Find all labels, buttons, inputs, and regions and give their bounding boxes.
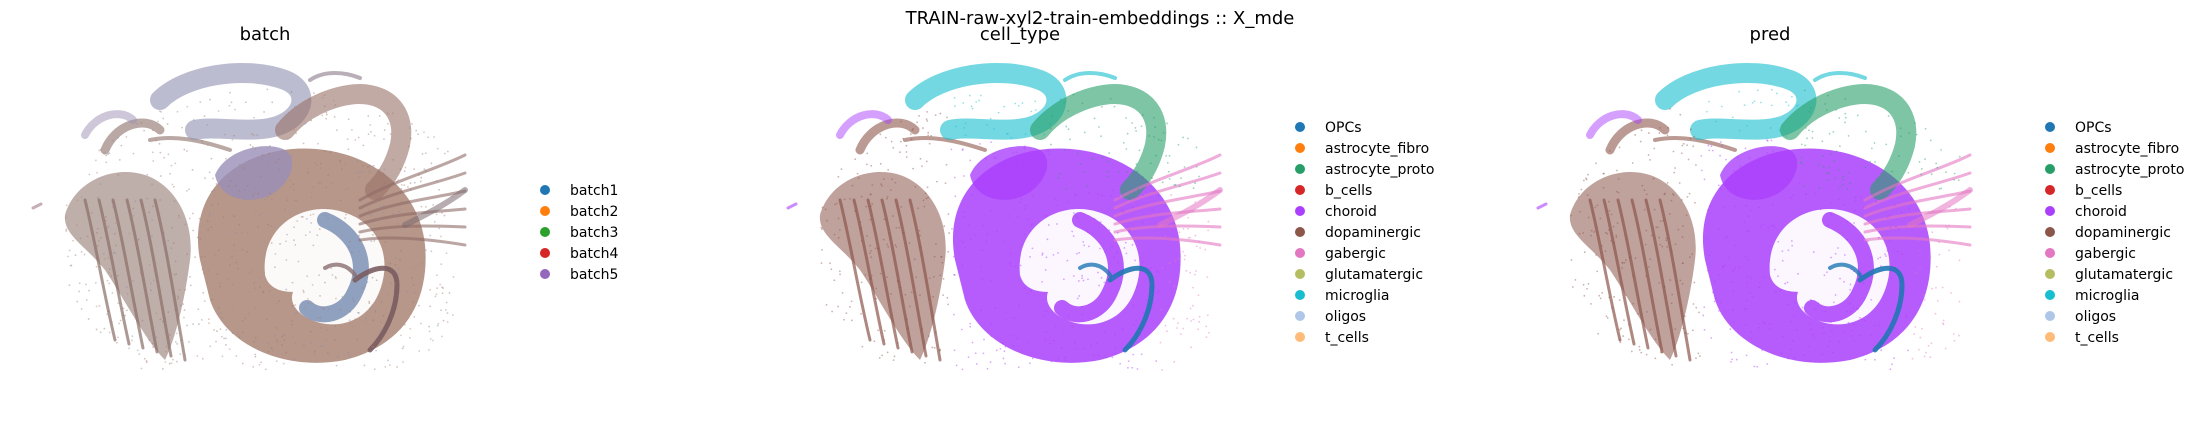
legend-label: oligos [2075, 309, 2116, 325]
legend-label: t_cells [2075, 330, 2119, 346]
legend-marker [2045, 164, 2055, 174]
legend-marker [1295, 164, 1305, 174]
panel-pred: pred OPCs astrocyte_fibro astrocyte_proto b_… [1536, 24, 2184, 371]
legend-label: dopaminergic [2075, 225, 2171, 241]
panel-title: batch [240, 24, 291, 45]
legend-label: astrocyte_fibro [1325, 141, 1429, 157]
legend-label: astrocyte_proto [2075, 162, 2184, 178]
legend-marker [1295, 248, 1305, 258]
legend-label: t_cells [1325, 330, 1369, 346]
legend-marker [1295, 206, 1305, 216]
legend-label: astrocyte_proto [1325, 162, 1434, 178]
legend-label: gabergic [1325, 246, 1386, 262]
legend-marker [540, 227, 550, 237]
legend-marker [540, 185, 550, 195]
legend-label: batch4 [570, 246, 619, 262]
legend-label: astrocyte_fibro [2075, 141, 2179, 157]
legend-marker [2045, 143, 2055, 153]
legend-marker [2045, 122, 2055, 132]
legend-marker [1295, 269, 1305, 279]
legend-label: b_cells [2075, 183, 2122, 199]
legend-label: gabergic [2075, 246, 2136, 262]
legend-marker [2045, 185, 2055, 195]
legend-marker [2045, 290, 2055, 300]
legend: OPCs astrocyte_fibro astrocyte_proto b_cell… [2045, 120, 2184, 346]
legend-marker [1295, 143, 1305, 153]
legend-label: dopaminergic [1325, 225, 1421, 241]
legend-marker [540, 269, 550, 279]
legend-label: OPCs [1325, 120, 1362, 136]
legend-label: glutamatergic [2075, 267, 2173, 283]
legend-label: batch3 [570, 225, 618, 241]
legend-marker [540, 248, 550, 258]
legend-marker [1295, 227, 1305, 237]
legend-marker [2045, 206, 2055, 216]
legend-marker [1295, 311, 1305, 321]
legend-label: b_cells [1325, 183, 1372, 199]
scatter-points [1536, 62, 1973, 371]
legend-marker [1295, 332, 1305, 342]
panel-title: pred [1750, 24, 1791, 45]
panel-batch: batch batch1 batch2 batch3 batch4 batch5 [31, 24, 619, 371]
legend-label: choroid [1325, 204, 1377, 220]
legend-label: oligos [1325, 309, 1366, 325]
panel-cell-type: cell_type OPCs astrocyte_fibro astrocyte_pr… [786, 24, 1434, 371]
legend-label: microglia [1325, 288, 1389, 304]
legend: batch1 batch2 batch3 batch4 batch5 [540, 183, 619, 283]
legend-marker [540, 206, 550, 216]
scatter-points [31, 62, 468, 371]
legend-label: batch1 [570, 183, 618, 199]
legend-label: batch5 [570, 267, 618, 283]
legend-label: glutamatergic [1325, 267, 1423, 283]
legend-marker [2045, 227, 2055, 237]
legend-marker [2045, 332, 2055, 342]
legend-marker [2045, 269, 2055, 279]
legend-marker [1295, 122, 1305, 132]
legend-marker [2045, 311, 2055, 321]
legend: OPCs astrocyte_fibro astrocyte_proto b_cell… [1295, 120, 1434, 346]
figure-suptitle: TRAIN-raw-xyl2-train-embeddings :: X_mde [905, 8, 1295, 29]
legend-marker [1295, 185, 1305, 195]
legend-marker [1295, 290, 1305, 300]
legend-label: OPCs [2075, 120, 2112, 136]
scatter-points [786, 62, 1223, 371]
legend-marker [2045, 248, 2055, 258]
panel-title: cell_type [980, 24, 1060, 45]
legend-label: batch2 [570, 204, 618, 220]
legend-label: microglia [2075, 288, 2139, 304]
legend-label: choroid [2075, 204, 2127, 220]
